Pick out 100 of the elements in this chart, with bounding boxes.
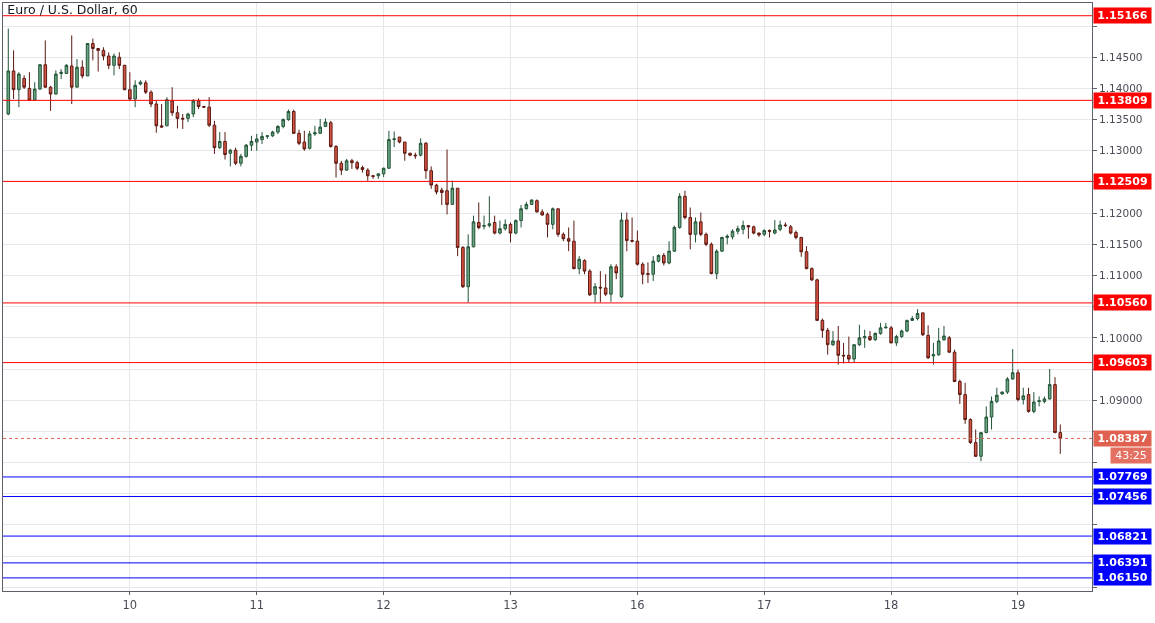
candlestick bbox=[593, 282, 597, 303]
x-tick-label: 18 bbox=[883, 597, 899, 612]
candlestick bbox=[847, 336, 851, 364]
candlestick bbox=[133, 79, 137, 108]
candlestick bbox=[862, 329, 867, 349]
x-tick-label: 11 bbox=[249, 597, 265, 612]
candlestick bbox=[878, 322, 883, 336]
candlestick bbox=[609, 263, 613, 303]
candlestick bbox=[1026, 387, 1031, 414]
candlestick bbox=[344, 158, 349, 172]
candlestick bbox=[418, 137, 423, 157]
ref-line-label: 1.15166 bbox=[1097, 9, 1148, 22]
candlestick bbox=[1021, 387, 1026, 406]
y-tick-label: 1.14000 bbox=[1099, 82, 1143, 95]
ref-line-label: 1.07769 bbox=[1097, 470, 1148, 483]
candlestick bbox=[577, 255, 582, 275]
candlestick bbox=[165, 96, 169, 127]
candlestick bbox=[831, 330, 835, 347]
candlestick bbox=[101, 46, 106, 61]
y-tick-label: 1.11000 bbox=[1099, 269, 1143, 282]
candlestick bbox=[117, 51, 122, 70]
x-tick-label: 19 bbox=[1010, 597, 1026, 612]
ref-line-label: 1.06821 bbox=[1097, 530, 1148, 543]
candlestick bbox=[926, 324, 930, 360]
candlestick bbox=[476, 202, 481, 230]
x-tick-label: 13 bbox=[503, 597, 518, 612]
candlestick bbox=[48, 85, 53, 112]
candlestick bbox=[85, 42, 90, 77]
candlestick bbox=[677, 192, 682, 230]
ref-line-label: 1.10560 bbox=[1097, 296, 1148, 309]
candlestick bbox=[746, 224, 751, 240]
candlestick bbox=[1047, 368, 1052, 401]
candlestick bbox=[915, 308, 920, 321]
y-tick-label: 1.13000 bbox=[1099, 144, 1143, 157]
candlestick bbox=[180, 113, 185, 130]
candlestick bbox=[22, 74, 26, 90]
candlestick bbox=[762, 228, 767, 237]
candlestick bbox=[75, 58, 79, 88]
candlestick bbox=[942, 325, 946, 342]
x-tick-label: 16 bbox=[630, 597, 645, 612]
candlestick bbox=[614, 263, 619, 280]
candlestick bbox=[80, 59, 85, 79]
ref-line-label: 1.12509 bbox=[1097, 175, 1148, 188]
candlestick bbox=[1010, 348, 1015, 381]
candlestick bbox=[868, 330, 872, 342]
candlestick bbox=[233, 147, 238, 166]
candlestick bbox=[106, 51, 111, 70]
candlestick bbox=[159, 103, 164, 129]
ref-line-label: 1.13809 bbox=[1097, 94, 1148, 107]
candlestick bbox=[397, 136, 402, 144]
candlestick bbox=[508, 221, 513, 243]
ref-line-label: 1.09603 bbox=[1097, 356, 1148, 369]
candlestick bbox=[662, 252, 666, 267]
candlestick bbox=[223, 131, 227, 161]
candlestick bbox=[323, 117, 328, 128]
candlestick bbox=[6, 28, 11, 116]
candlestick bbox=[217, 131, 222, 150]
candlestick bbox=[11, 49, 16, 100]
candlestick bbox=[651, 255, 656, 282]
candlestick bbox=[889, 325, 893, 344]
candlestick bbox=[466, 233, 470, 303]
candlestick bbox=[112, 53, 116, 76]
candlestick bbox=[884, 322, 888, 329]
candlestick bbox=[492, 215, 497, 235]
ref-line-label: 1.06391 bbox=[1097, 556, 1148, 569]
candlestick bbox=[603, 273, 608, 297]
x-tick-label: 17 bbox=[756, 597, 772, 612]
candlestick bbox=[1016, 369, 1020, 402]
ref-line-label: 1.06150 bbox=[1097, 571, 1148, 584]
y-tick-label: 1.10000 bbox=[1099, 331, 1143, 344]
candlestick bbox=[598, 270, 603, 303]
candlestick bbox=[43, 39, 48, 89]
x-tick-label: 10 bbox=[122, 597, 138, 612]
candlestick bbox=[27, 71, 32, 102]
x-tick-label: 12 bbox=[376, 597, 391, 612]
chart-title: Euro / U.S. Dollar, 60 bbox=[7, 2, 138, 18]
candlestick bbox=[921, 311, 925, 337]
candlestick bbox=[693, 217, 698, 243]
candlestick bbox=[825, 327, 830, 356]
ref-line-label: 1.08387 bbox=[1097, 432, 1148, 445]
y-tick-label: 1.13500 bbox=[1099, 113, 1143, 126]
y-tick-label: 1.12000 bbox=[1099, 206, 1143, 219]
candlestick bbox=[936, 327, 941, 357]
y-tick-label: 1.14500 bbox=[1099, 50, 1143, 63]
y-tick-label: 1.09000 bbox=[1099, 393, 1143, 406]
candlestick bbox=[973, 429, 978, 458]
candlestick bbox=[550, 207, 555, 230]
candlestick bbox=[947, 335, 952, 354]
y-tick-label: 1.11500 bbox=[1099, 237, 1143, 250]
candlestick bbox=[931, 342, 936, 366]
candlestick bbox=[17, 71, 21, 108]
candlestick bbox=[170, 86, 174, 117]
text: 43:25 bbox=[1115, 449, 1147, 462]
candlestick bbox=[434, 183, 439, 195]
candlestick bbox=[894, 334, 899, 347]
candlestick bbox=[249, 135, 254, 152]
ref-line-label: 1.07456 bbox=[1097, 490, 1148, 503]
candlestick bbox=[841, 342, 846, 364]
candlestick bbox=[228, 148, 233, 167]
candlestick bbox=[588, 268, 592, 297]
